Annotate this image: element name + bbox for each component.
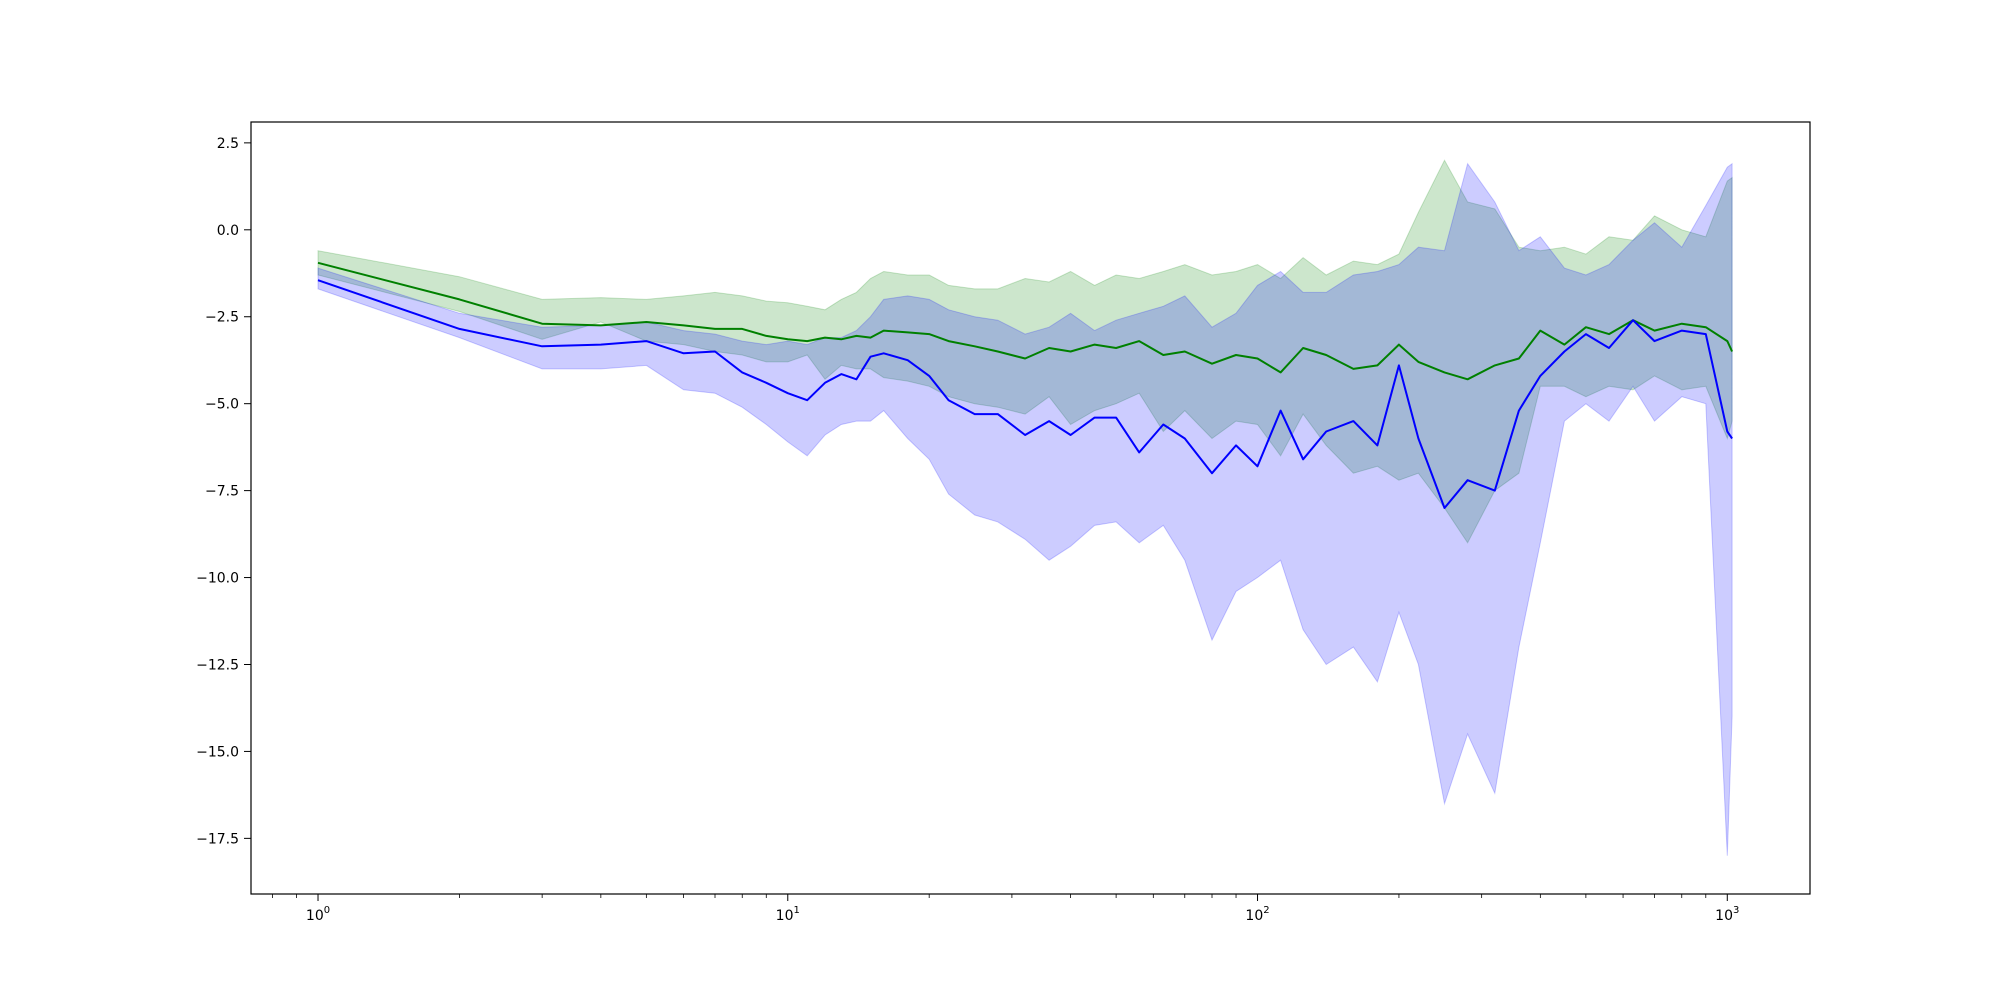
- x-tick-label: 101: [776, 905, 800, 924]
- y-tick-label: −15.0: [196, 744, 239, 760]
- confidence-bands: [317, 159, 1733, 856]
- y-axis: 2.5 0.0 −2.5 −5.0 −7.5 −10.0 −12.5 −15.0 −17.5: [196, 136, 251, 847]
- y-tick-label: −17.5: [196, 831, 239, 847]
- x-tick-label: 102: [1245, 905, 1269, 924]
- y-tick-label: −7.5: [205, 484, 239, 500]
- series-lines: [317, 261, 1734, 509]
- x-tick-label: 100: [306, 905, 330, 924]
- y-tick-label: 0.0: [217, 223, 239, 239]
- series-2-band: [317, 162, 1733, 856]
- y-tick-label: −12.5: [196, 657, 239, 673]
- series-1-band: [317, 159, 1733, 544]
- y-tick-label: −5.0: [205, 397, 239, 413]
- y-tick-label: −2.5: [205, 310, 239, 326]
- y-tick-label: 2.5: [217, 136, 239, 152]
- series-2-line: [317, 279, 1733, 509]
- series-1-line: [317, 261, 1734, 381]
- y-tick-label: −10.0: [196, 571, 239, 587]
- plot-frame: [250, 121, 1811, 895]
- x-tick-label: 103: [1715, 905, 1739, 924]
- x-axis: 100 101 102 103: [272, 894, 1739, 924]
